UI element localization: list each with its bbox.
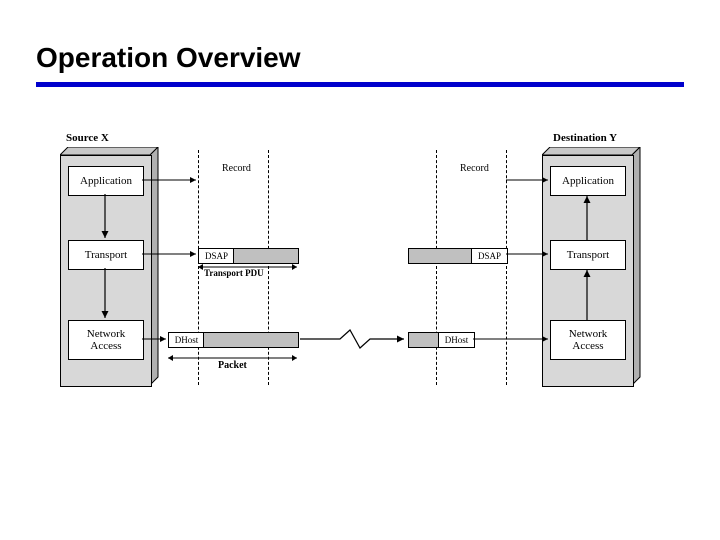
right-layer-network-text: Network Access bbox=[569, 328, 608, 352]
right-layer-transport: Transport bbox=[550, 240, 626, 270]
dhost-left-box: DHost bbox=[168, 332, 205, 348]
record-label-right: Record bbox=[460, 163, 489, 174]
dhost-right-box: DHost bbox=[438, 332, 475, 348]
dashed-left-1 bbox=[198, 150, 199, 385]
record-label-left: Record bbox=[222, 163, 251, 174]
dhost-left-bar bbox=[203, 332, 299, 348]
dsap-left-bar bbox=[233, 248, 299, 264]
left-layer-application: Application bbox=[68, 166, 144, 196]
left-layer-transport: Transport bbox=[68, 240, 144, 270]
transport-pdu-label: Transport PDU bbox=[204, 268, 264, 278]
dsap-right-bar bbox=[408, 248, 474, 264]
source-label: Source X bbox=[66, 132, 109, 144]
right-layer-application: Application bbox=[550, 166, 626, 196]
left-layer-network-text: Network Access bbox=[87, 328, 126, 352]
page-title: Operation Overview bbox=[36, 42, 301, 74]
title-underline bbox=[36, 82, 684, 87]
dest-label: Destination Y bbox=[553, 132, 617, 144]
dashed-right-1 bbox=[436, 150, 437, 385]
dsap-right-box: DSAP bbox=[471, 248, 508, 264]
left-layer-network: Network Access bbox=[68, 320, 144, 360]
packet-label: Packet bbox=[218, 360, 247, 371]
dsap-left-box: DSAP bbox=[198, 248, 235, 264]
right-layer-network: Network Access bbox=[550, 320, 626, 360]
dashed-left-2 bbox=[268, 150, 269, 385]
dashed-right-2 bbox=[506, 150, 507, 385]
dhost-right-bar bbox=[408, 332, 440, 348]
